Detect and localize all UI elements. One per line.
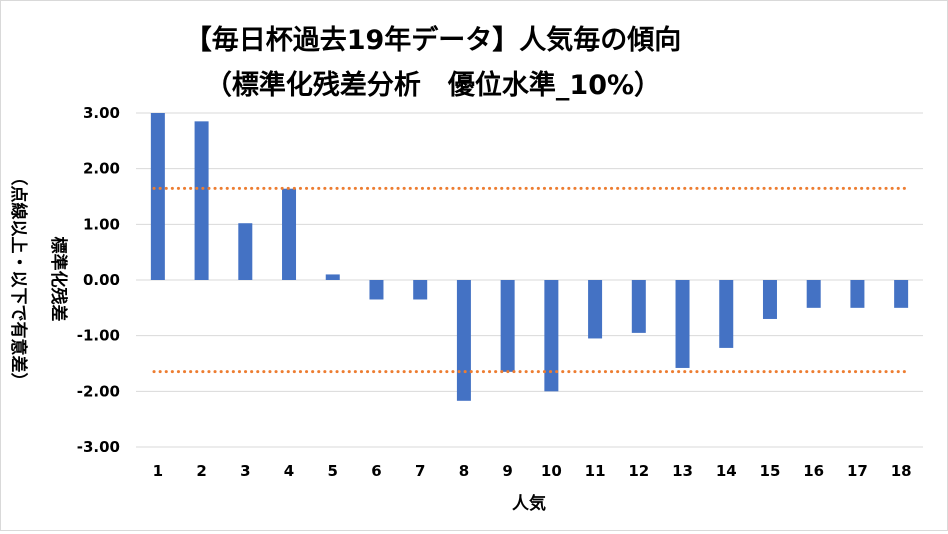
bar-13 [675,280,690,368]
bar-18 [894,280,909,308]
x-tick-label: 8 [459,462,469,480]
bar-16 [806,280,821,308]
x-tick-labels: 1 2 3 4 5 6 7 8 9 10 11 12 13 14 15 16 17 18 [153,462,912,480]
y-tick-label: 2.00 [83,160,120,178]
y-tick-label: -1.00 [77,327,120,345]
gridlines [136,112,923,448]
x-tick-label: 7 [415,462,425,480]
y-tick-label: -2.00 [77,382,120,400]
bar-5 [325,274,340,280]
chart-title: 【毎日杯過去19年データ】人気毎の傾向 [185,24,682,56]
y-tick-label: -3.00 [77,438,120,456]
chart-subtitle: （標準化残差分析 優位水準_10%） [205,69,661,101]
y-axis-title-line-2: （点線以上・以下で有意差） [8,169,29,390]
bar-7 [413,280,428,300]
x-tick-label: 2 [196,462,206,480]
x-tick-label: 10 [541,462,562,480]
bar-1 [150,113,165,280]
x-tick-label: 17 [847,462,868,480]
y-axis-title: 標準化残差 （点線以上・以下で有意差） [8,169,69,390]
y-tick-label: 0.00 [83,271,120,289]
bar-11 [588,280,603,339]
bar-14 [719,280,734,348]
bar-4 [282,188,297,280]
bar-8 [456,280,471,401]
x-tick-label: 1 [153,462,163,480]
x-tick-label: 9 [502,462,512,480]
x-tick-label: 3 [240,462,250,480]
bar-15 [762,280,777,319]
x-tick-label: 11 [585,462,606,480]
bar-9 [500,280,515,372]
x-tick-label: 15 [760,462,781,480]
y-tick-label: 1.00 [83,215,120,233]
y-axis-title-line-1: 標準化残差 [48,237,69,322]
x-axis-title: 人気 [512,493,546,514]
bar-10 [544,280,559,392]
y-tick-label: 3.00 [83,104,120,122]
x-tick-label: 14 [716,462,737,480]
bar-6 [369,280,384,300]
x-tick-label: 5 [328,462,338,480]
x-tick-label: 16 [803,462,824,480]
bar-17 [850,280,865,308]
bar-3 [238,223,253,280]
x-tick-label: 4 [284,462,294,480]
x-tick-label: 12 [628,462,649,480]
x-tick-label: 18 [891,462,912,480]
bar-12 [631,280,646,333]
x-tick-label: 6 [371,462,381,480]
bar-2 [194,121,209,280]
y-tick-labels: 3.00 2.00 1.00 0.00 -1.00 -2.00 -3.00 [77,104,120,456]
x-tick-label: 13 [672,462,693,480]
bars [150,113,909,401]
